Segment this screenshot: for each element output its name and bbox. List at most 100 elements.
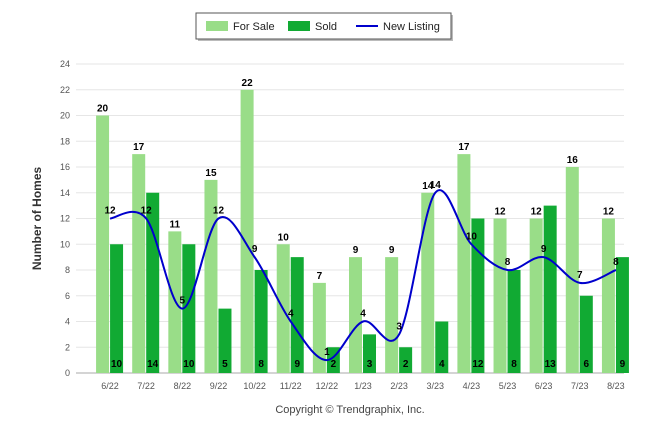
copyright-text: Copyright © Trendgraphix, Inc.	[275, 404, 424, 416]
bar-for-sale	[349, 257, 362, 373]
new-listing-value-label: 14	[430, 180, 442, 191]
for-sale-value-label: 12	[603, 207, 615, 218]
x-tick-label: 4/23	[463, 381, 481, 391]
sold-value-label: 10	[183, 359, 195, 370]
new-listing-line	[109, 189, 617, 362]
new-listing-value-label: 1	[324, 347, 330, 358]
legend: For Sale Sold New Listing	[195, 12, 453, 41]
sold-value-label: 12	[472, 359, 484, 370]
for-sale-value-label: 16	[567, 155, 579, 166]
bar-sold	[218, 308, 232, 373]
y-tick-label: 14	[60, 188, 70, 198]
bar-sold	[507, 270, 521, 373]
x-tick-label: 6/22	[101, 381, 119, 391]
for-sale-value-label: 11	[170, 219, 181, 230]
bar-for-sale	[204, 179, 218, 373]
bar-for-sale	[421, 192, 435, 373]
new-listing-value-label: 7	[577, 270, 583, 281]
x-tick-label: 8/22	[174, 381, 192, 391]
bar-sold	[146, 192, 160, 373]
bar-for-sale	[493, 218, 507, 373]
new-listing-value-label: 4	[360, 309, 366, 320]
new-listing-value-label: 10	[466, 231, 478, 242]
y-tick-label: 0	[65, 368, 70, 378]
bar-sold	[435, 321, 449, 373]
legend-box	[195, 12, 452, 40]
x-tick-label: 2/23	[390, 381, 408, 391]
for-sale-value-label: 12	[531, 207, 543, 218]
bar-sold	[543, 205, 557, 373]
bar-for-sale	[385, 257, 399, 373]
y-tick-label: 12	[60, 214, 70, 224]
bar-sold	[471, 218, 485, 373]
new-listing-value-label: 12	[105, 206, 117, 217]
legend-label: New Listing	[383, 21, 440, 33]
for-sale-value-label: 7	[317, 271, 323, 282]
line-layer	[109, 189, 617, 362]
for-sale-value-label: 17	[458, 142, 470, 153]
bar-sold	[399, 347, 413, 373]
new-listing-value-label: 4	[288, 309, 294, 320]
bar-for-sale	[565, 167, 579, 373]
bar-for-sale	[457, 154, 471, 373]
x-tick-label: 11/22	[280, 381, 302, 391]
y-axis-title: Number of Homes	[30, 167, 44, 271]
for-sale-value-label: 9	[353, 245, 359, 256]
bar-for-sale	[312, 282, 326, 373]
x-tick-label: 7/22	[137, 381, 155, 391]
x-tick-label: 3/23	[427, 381, 445, 391]
bar-for-sale	[132, 154, 146, 373]
bar-for-sale	[529, 218, 543, 373]
for-sale-value-label: 10	[278, 232, 290, 243]
sold-value-label: 10	[111, 359, 123, 370]
for-sale-value-label: 15	[205, 168, 217, 179]
new-listing-value-label: 3	[396, 321, 402, 332]
bar-sold	[579, 295, 593, 373]
new-listing-value-label: 8	[505, 257, 511, 268]
sold-value-label: 14	[147, 359, 159, 370]
y-tick-label: 2	[65, 342, 70, 352]
bar-for-sale	[96, 115, 110, 373]
new-listing-value-label: 9	[541, 244, 547, 255]
new-listing-value-label: 8	[613, 257, 619, 268]
for-sale-value-label: 14	[422, 181, 434, 192]
bar-sold	[182, 244, 196, 373]
x-tick-label: 8/23	[607, 381, 625, 391]
sold-value-label: 2	[403, 359, 409, 370]
bar-layer	[96, 89, 629, 373]
y-tick-label: 8	[65, 265, 70, 275]
legend-label: Sold	[315, 21, 337, 33]
sold-value-label: 9	[620, 359, 626, 370]
legend-swatch	[206, 21, 228, 31]
new-listing-value-label: 12	[213, 206, 225, 217]
sold-value-label: 6	[584, 359, 590, 370]
bar-sold	[290, 257, 304, 373]
bar-for-sale	[240, 89, 254, 373]
for-sale-value-label: 9	[389, 245, 395, 256]
y-tick-label: 18	[60, 136, 70, 146]
y-tick-label: 22	[60, 85, 70, 95]
x-tick-label: 9/22	[210, 381, 228, 391]
sold-value-label: 5	[222, 359, 228, 370]
x-tick-label: 12/22	[316, 381, 339, 391]
x-tick-label: 6/23	[535, 381, 553, 391]
bar-sold	[254, 270, 268, 373]
sold-value-label: 9	[294, 359, 300, 370]
sold-value-label: 13	[545, 359, 557, 370]
sold-value-label: 8	[511, 359, 517, 370]
y-tick-label: 10	[60, 239, 70, 249]
bar-for-sale	[601, 218, 615, 373]
sold-value-label: 8	[258, 359, 264, 370]
legend-label: For Sale	[233, 21, 275, 33]
new-listing-value-label: 12	[141, 206, 153, 217]
y-tick-label: 24	[60, 59, 70, 69]
x-tick-label: 5/23	[499, 381, 517, 391]
label-layer: 2010171411101552281097293921441712128121…	[97, 78, 626, 370]
for-sale-value-label: 20	[97, 104, 109, 115]
sold-value-label: 2	[331, 359, 337, 370]
x-tick-label: 1/23	[354, 381, 372, 391]
sold-value-label: 4	[439, 359, 445, 370]
x-tick-label: 7/23	[571, 381, 589, 391]
